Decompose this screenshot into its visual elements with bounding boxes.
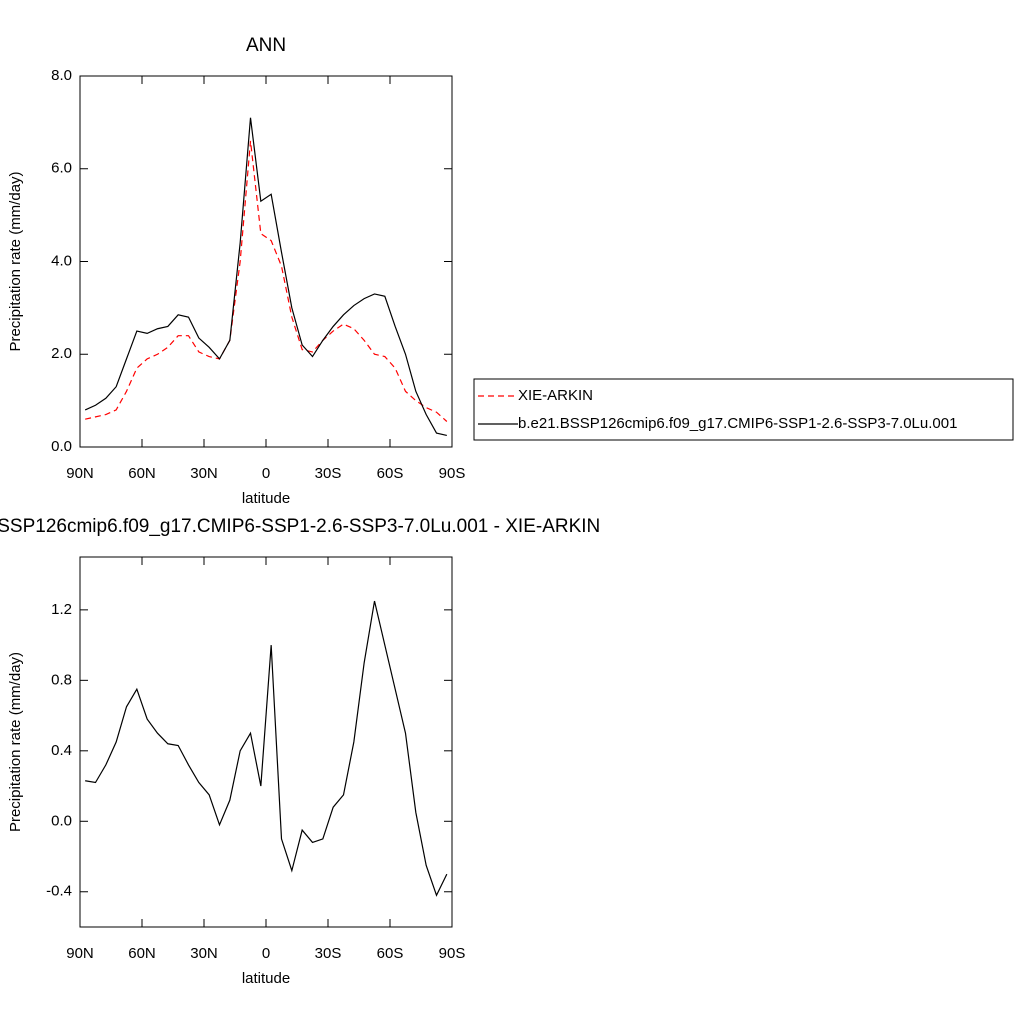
data-line — [85, 600, 448, 897]
y-tick-label: 0.0 — [51, 438, 72, 455]
x-tick-label: 90N — [66, 465, 94, 482]
x-axis-label: latitude — [242, 970, 290, 987]
y-tick-label: 0.8 — [51, 671, 72, 688]
y-tick-label: 2.0 — [51, 345, 72, 362]
x-tick-label: 30S — [315, 465, 342, 482]
plot-frame — [79, 556, 453, 928]
data-line — [84, 117, 447, 436]
y-tick-label: 8.0 — [51, 67, 72, 84]
x-tick-label: 30N — [190, 465, 218, 482]
y-tick-label: 4.0 — [51, 252, 72, 269]
x-tick-label: 0 — [262, 945, 270, 962]
x-tick-label: 60N — [128, 945, 156, 962]
x-tick-label: 60S — [377, 465, 404, 482]
x-tick-label: 60N — [128, 465, 156, 482]
data-line — [85, 140, 448, 422]
chart-title: ANN — [246, 35, 286, 56]
chart-title: b.e21.BSSP126cmip6.f09_g17.CMIP6-SSP1-2.… — [0, 516, 600, 537]
y-tick-label: 1.2 — [51, 601, 72, 618]
legend-label: XIE-ARKIN — [518, 387, 593, 404]
x-tick-label: 90S — [439, 465, 466, 482]
x-tick-label: 30S — [315, 945, 342, 962]
y-tick-label: 0.0 — [51, 812, 72, 829]
y-tick-label: 6.0 — [51, 160, 72, 177]
x-tick-label: 30N — [190, 945, 218, 962]
x-tick-label: 90N — [66, 945, 94, 962]
x-tick-label: 60S — [377, 945, 404, 962]
y-tick-label: -0.4 — [46, 883, 72, 900]
plot-frame — [79, 75, 453, 448]
legend-label: b.e21.BSSP126cmip6.f09_g17.CMIP6-SSP1-2.… — [518, 415, 957, 432]
x-axis-label: latitude — [242, 490, 290, 507]
y-axis-label: Precipitation rate (mm/day) — [7, 652, 24, 832]
legend-box — [473, 378, 1014, 441]
x-tick-label: 0 — [262, 465, 270, 482]
y-axis-label: Precipitation rate (mm/day) — [7, 171, 24, 351]
x-tick-label: 90S — [439, 945, 466, 962]
y-tick-label: 0.4 — [51, 742, 72, 759]
